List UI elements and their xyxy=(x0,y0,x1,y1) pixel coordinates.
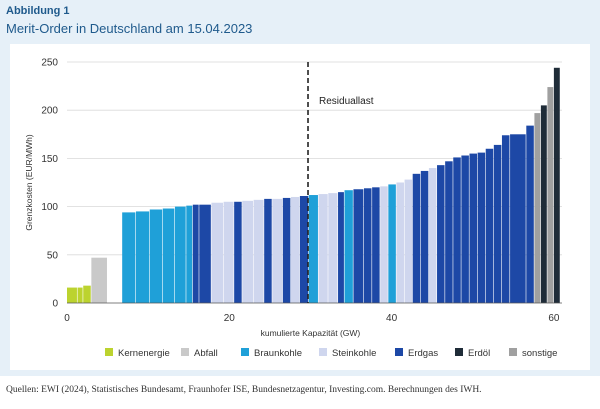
y-axis-title: Grenzkosten (EUR/MWh) xyxy=(24,134,34,231)
x-tick-label: 60 xyxy=(548,313,560,324)
bar-stein xyxy=(380,186,388,303)
y-tick-label: 50 xyxy=(47,250,59,261)
chart-panel: 0 50 100 150 200 250 0 20 40 60 kumulierte Kapazit… xyxy=(10,44,590,370)
bar-sonst xyxy=(547,87,554,303)
bar-braun xyxy=(174,206,186,303)
bar-gas xyxy=(372,187,380,303)
bar-braun xyxy=(308,195,318,303)
bar-stein xyxy=(290,196,300,303)
bar-gas xyxy=(526,125,534,304)
bar-gas xyxy=(493,144,502,303)
annotation-group: Residuallast xyxy=(307,62,374,303)
bar-gas xyxy=(445,161,453,303)
bar-gas xyxy=(299,195,309,303)
legend-label-braun: Braunkohle xyxy=(254,348,302,359)
bar-gas xyxy=(353,189,364,303)
legend-swatch-stein xyxy=(319,348,327,356)
bar-stein xyxy=(404,179,413,303)
legend-label-kern: Kernenergie xyxy=(118,348,170,359)
legend-label-stein: Steinkohle xyxy=(332,348,376,359)
bar-stein xyxy=(242,200,254,303)
y-tick-label: 100 xyxy=(41,202,58,213)
bar-braun xyxy=(162,208,175,303)
bar-gas xyxy=(264,198,272,303)
bar-oel xyxy=(540,105,547,303)
bar-gas xyxy=(364,188,372,303)
legend-label-abfall: Abfall xyxy=(194,348,218,359)
bar-stein xyxy=(272,198,283,303)
bar-braun xyxy=(344,190,353,303)
bar-gas xyxy=(437,165,445,303)
bar-stein xyxy=(328,193,338,303)
legend: Kernenergie Abfall Braunkohle Steinkohle Erd… xyxy=(105,348,557,359)
x-tick-label: 40 xyxy=(386,313,398,324)
axes: 0 50 100 150 200 250 0 20 40 60 kumulierte Kapazit… xyxy=(24,58,562,338)
legend-swatch-abfall xyxy=(181,348,189,356)
bar-oel xyxy=(553,67,560,303)
x-tick-label: 20 xyxy=(224,313,236,324)
bar-stein xyxy=(211,202,224,303)
bar-gas xyxy=(461,155,469,303)
bar-braun xyxy=(149,209,163,303)
legend-label-gas: Erdgas xyxy=(408,348,438,359)
legend-swatch-oel xyxy=(455,348,463,356)
bar-gas xyxy=(453,157,461,303)
bar-kern xyxy=(67,287,77,303)
legend-label-sonst: sonstige xyxy=(522,348,557,359)
chart-title: Merit-Order in Deutschland am 15.04.2023 xyxy=(6,21,253,36)
y-tick-label: 250 xyxy=(41,58,58,69)
bar-gas xyxy=(199,204,211,303)
bars-group xyxy=(67,67,560,304)
legend-swatch-sonst xyxy=(509,348,517,356)
bar-gas xyxy=(282,197,291,303)
bar-gas xyxy=(420,170,429,303)
y-tick-label: 150 xyxy=(41,154,58,165)
bar-abfall xyxy=(91,257,107,303)
bar-stein xyxy=(428,168,437,303)
figure-label: Abbildung 1 xyxy=(6,5,70,17)
x-tick-label: 0 xyxy=(64,313,70,324)
legend-swatch-gas xyxy=(395,348,403,356)
legend-swatch-kern xyxy=(105,348,113,356)
x-axis-title: kumulierte Kapazität (GW) xyxy=(261,328,361,338)
bar-gas xyxy=(501,135,510,303)
bar-gas xyxy=(192,204,199,303)
source-note: Quellen: EWI (2024), Statistisches Bunde… xyxy=(6,385,482,395)
bar-kern xyxy=(83,285,91,303)
bar-gas xyxy=(234,201,242,303)
bar-gas xyxy=(412,173,421,303)
residual-load-label: Residuallast xyxy=(319,96,374,107)
figure-frame: Abbildung 1 Merit-Order in Deutschland a… xyxy=(0,0,600,376)
bar-gas xyxy=(485,148,494,303)
merit-order-chart: 0 50 100 150 200 250 0 20 40 60 kumulierte Kapazit… xyxy=(24,58,562,359)
bar-gas xyxy=(477,152,486,303)
bar-gas xyxy=(469,153,478,303)
bar-stein xyxy=(318,194,328,303)
bar-gas xyxy=(338,192,344,303)
bar-braun xyxy=(388,184,396,303)
y-tick-label: 0 xyxy=(52,299,58,310)
bar-sonst xyxy=(534,113,541,303)
bar-gas xyxy=(510,134,526,303)
bar-stein xyxy=(253,199,264,303)
legend-swatch-braun xyxy=(241,348,249,356)
legend-label-oel: Erdöl xyxy=(468,348,490,359)
bar-braun xyxy=(122,212,136,303)
bar-stein xyxy=(396,182,404,303)
bar-stein xyxy=(223,201,234,303)
bar-braun xyxy=(186,205,193,303)
y-tick-label: 200 xyxy=(41,106,58,117)
bar-kern xyxy=(77,287,83,303)
bar-braun xyxy=(135,211,150,303)
